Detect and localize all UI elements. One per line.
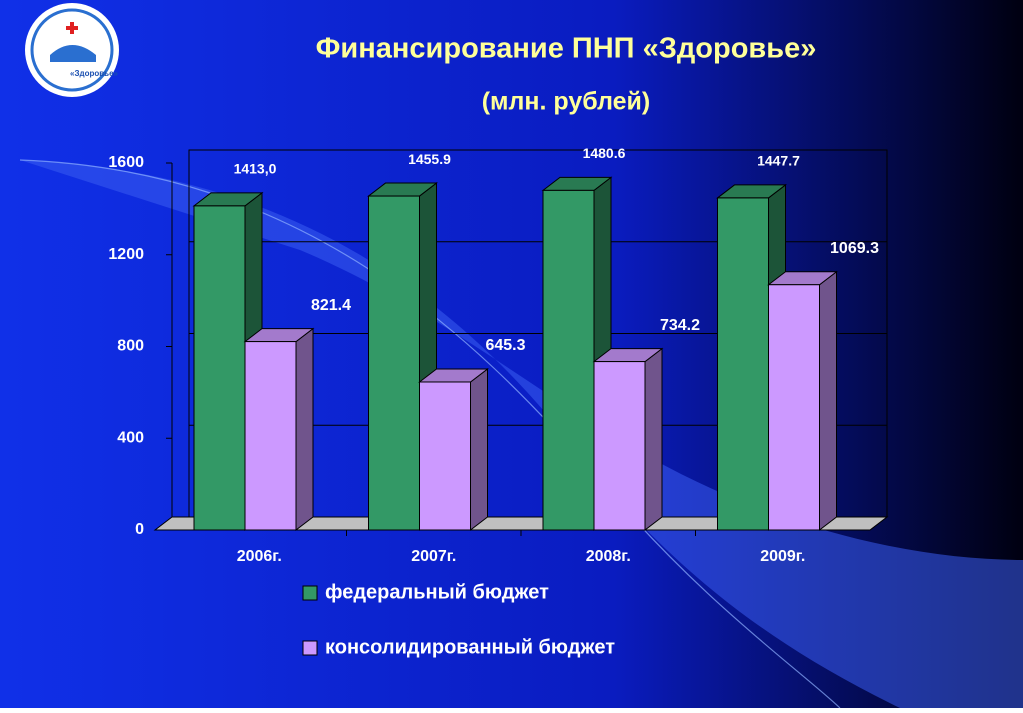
chart-title: Финансирование ПНП «Здоровье» bbox=[316, 33, 817, 65]
data-label: 1413,0 bbox=[234, 161, 277, 177]
legend-label: консолидированный бюджет bbox=[325, 636, 615, 658]
bar bbox=[768, 284, 820, 531]
legend-swatch bbox=[302, 640, 318, 656]
bar-side bbox=[470, 367, 488, 532]
x-tick-label: 2006г. bbox=[237, 548, 282, 565]
y-tick-label: 800 bbox=[117, 338, 144, 355]
data-label: 645.3 bbox=[485, 337, 525, 354]
data-label: 1455.9 bbox=[408, 151, 451, 167]
data-label: 1069.3 bbox=[830, 240, 879, 257]
x-tick-label: 2008г. bbox=[586, 548, 631, 565]
bar bbox=[593, 361, 646, 531]
chart-subtitle: (млн. рублей) bbox=[482, 88, 651, 116]
bar bbox=[542, 189, 595, 531]
logo: «Здоровье» bbox=[25, 3, 119, 97]
bar bbox=[244, 341, 297, 531]
logo-text: «Здоровье» bbox=[70, 69, 118, 78]
bar-side bbox=[295, 327, 314, 532]
data-label: 821.4 bbox=[311, 297, 351, 314]
logo-ring bbox=[30, 8, 114, 92]
bar bbox=[717, 197, 769, 531]
bar bbox=[419, 381, 471, 531]
bar bbox=[368, 195, 420, 531]
logo-cross bbox=[70, 22, 74, 34]
y-tick-label: 1600 bbox=[108, 154, 144, 171]
x-tick-label: 2007г. bbox=[411, 548, 456, 565]
logo-car bbox=[50, 45, 96, 62]
data-label: 734.2 bbox=[660, 317, 700, 334]
data-label: 1480.6 bbox=[583, 145, 626, 161]
bar-side bbox=[819, 270, 837, 532]
legend-label: федеральный бюджет bbox=[325, 581, 549, 603]
x-tick-label: 2009г. bbox=[760, 548, 805, 565]
y-tick-label: 0 bbox=[135, 521, 144, 538]
y-tick-label: 400 bbox=[117, 429, 144, 446]
bar bbox=[193, 205, 246, 531]
data-label: 1447.7 bbox=[757, 153, 800, 169]
bar-side bbox=[644, 347, 663, 532]
legend-swatch bbox=[302, 585, 318, 601]
y-tick-label: 1200 bbox=[108, 246, 144, 263]
swoosh bbox=[20, 160, 1023, 708]
